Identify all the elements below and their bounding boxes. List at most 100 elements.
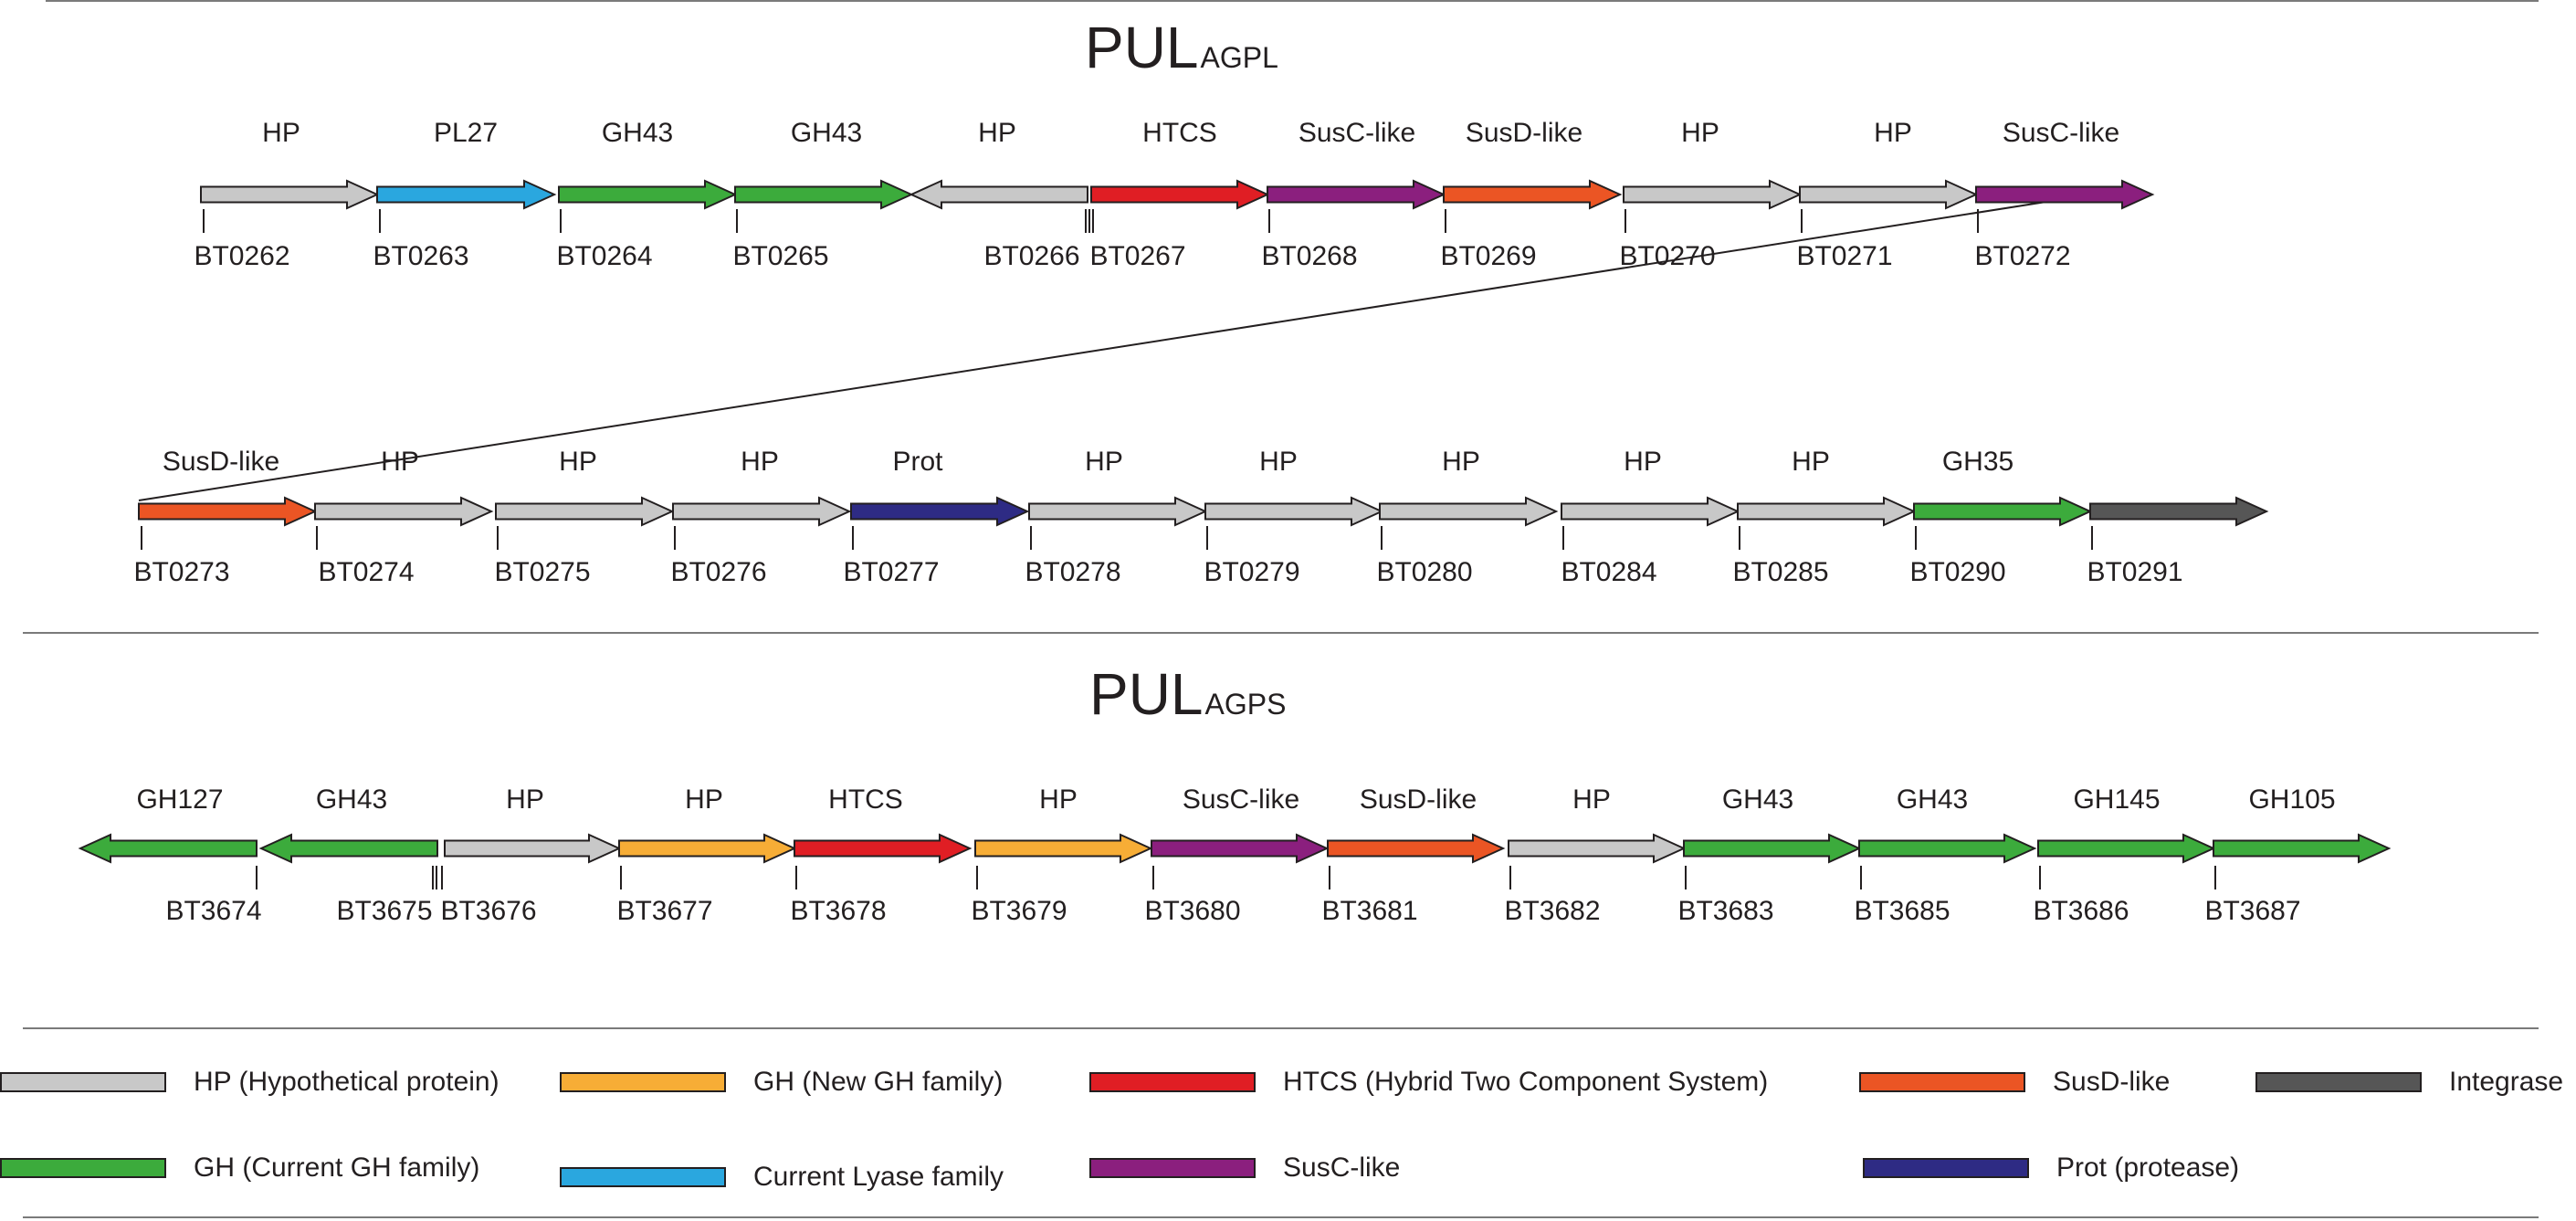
- legend-item-susc: SusC-like: [1089, 1153, 1400, 1184]
- gene-BT3678: HTCS BT3678: [790, 784, 973, 926]
- gene-family-label: SusC-like: [1183, 784, 1299, 815]
- gene-arrow-gh_current: [2037, 833, 2216, 864]
- gene-arrow-htcs: [794, 833, 973, 864]
- gene-arrow-susc: [1151, 833, 1330, 864]
- locus-tag-label: BT0290: [1909, 557, 2005, 587]
- gene-family-label: HP: [1085, 447, 1123, 477]
- gene-family-label: HTCS: [1142, 118, 1217, 148]
- legend-item-hp: HP (Hypothetical protein): [0, 1067, 499, 1098]
- legend-label: HP (Hypothetical protein): [194, 1067, 499, 1097]
- legend-swatch-gh_current: [0, 1158, 166, 1178]
- locus-tag-label: BT3680: [1144, 896, 1240, 926]
- gene-arrow-hp: [1508, 833, 1687, 864]
- locus-tag-label: BT0272: [1974, 241, 2070, 271]
- pul-agpl-row2: SusD-like BT0273 HP BT0274 HP BT0275 HP BT0276 P…: [133, 447, 2269, 587]
- gene-family-label: HTCS: [828, 784, 903, 815]
- gene-BT3676: HP BT3676: [436, 784, 622, 926]
- gene-arrow-hp: [444, 833, 622, 864]
- gene-arrow-hp: [1204, 496, 1384, 527]
- gene-family-label: GH43: [791, 118, 862, 148]
- gene-BT0277: Prot BT0277: [843, 447, 1030, 587]
- gene-BT0272: SusC-like BT0272: [1974, 118, 2155, 271]
- locus-tag-label: BT0267: [1089, 241, 1185, 271]
- gene-family-label: SusD-like: [1466, 118, 1582, 148]
- locus-tag-label: BT0277: [843, 557, 939, 587]
- locus-tag-label: BT0274: [318, 557, 414, 587]
- legend-swatch-susc: [1089, 1158, 1256, 1178]
- locus-tag-label: BT0284: [1561, 557, 1656, 587]
- gene-family-label: SusD-like: [1360, 784, 1477, 815]
- separator-top: [46, 0, 2539, 2]
- locus-tag-label: BT0264: [556, 241, 652, 271]
- gene-arrow-hp: [200, 179, 380, 210]
- locus-tag-label: BT3687: [2204, 896, 2300, 926]
- locus-tag-label: BT0279: [1204, 557, 1299, 587]
- gene-family-label: HP: [1874, 118, 1912, 148]
- gene-family-label: HP: [506, 784, 544, 815]
- gene-BT0271: HP BT0271: [1796, 118, 1979, 271]
- locus-tag-label: BT0276: [670, 557, 766, 587]
- gene-BT0274: HP BT0274: [314, 447, 494, 587]
- pul-agpl-title: PULAGPL: [1085, 18, 1278, 87]
- gene-arrow-hp: [1799, 179, 1979, 210]
- locus-tag-label: BT0270: [1619, 241, 1715, 271]
- gene-BT0270: HP BT0270: [1619, 118, 1803, 271]
- locus-tag-label: BT0269: [1440, 241, 1536, 271]
- gene-family-label: GH43: [1897, 784, 1968, 815]
- locus-tag-label: BT0273: [133, 557, 229, 587]
- legend-item-gh_new: GH (New GH family): [560, 1067, 1003, 1098]
- gene-arrow-hp: [1623, 179, 1803, 210]
- pul-agps-row: GH127 BT3674 GH43 BT3675 HP BT3676 HP BT3677 HTC…: [78, 784, 2392, 926]
- gene-family-label: HP: [1792, 447, 1830, 477]
- gene-arrow-hp: [495, 496, 675, 527]
- legend-item-susd: SusD-like: [1859, 1067, 2170, 1098]
- pul-agpl-title-sub: AGPL: [1200, 41, 1278, 74]
- gene-BT3680: SusC-like BT3680: [1144, 784, 1330, 926]
- gene-BT0276: HP BT0276: [670, 447, 852, 587]
- pul-agps-title-sub: AGPS: [1204, 688, 1287, 721]
- separator-bottom: [23, 1216, 2539, 1218]
- locus-tag-label: BT0268: [1261, 241, 1357, 271]
- gene-BT0275: HP BT0275: [494, 447, 675, 587]
- legend-label: HTCS (Hybrid Two Component System): [1283, 1067, 1769, 1097]
- gene-BT0291: BT0291: [2087, 496, 2269, 587]
- gene-family-label: SusD-like: [163, 447, 279, 477]
- gene-BT3675: GH43 BT3675: [258, 784, 438, 926]
- gene-family-label: HP: [978, 118, 1016, 148]
- pul-agps-title: PULAGPS: [1089, 665, 1286, 733]
- gene-BT3683: GH43 BT3683: [1677, 784, 1862, 926]
- pul-agpl-title-main: PUL: [1085, 15, 1199, 80]
- gene-BT3674: GH127 BT3674: [78, 784, 262, 926]
- gene-arrow-susc: [1975, 179, 2155, 210]
- gene-family-label: GH43: [1722, 784, 1793, 815]
- gene-family-label: HP: [741, 447, 779, 477]
- gene-BT0278: HP BT0278: [1025, 447, 1208, 587]
- gene-family-label: HP: [1039, 784, 1078, 815]
- gene-arrow-hp: [1561, 496, 1740, 527]
- gene-arrow-gh_current: [558, 179, 738, 210]
- locus-tag-label: BT0285: [1732, 557, 1828, 587]
- locus-tag-label: BT3676: [440, 896, 536, 926]
- gene-BT0267: HTCS BT0267: [1089, 118, 1270, 271]
- gene-family-label: HP: [1442, 447, 1480, 477]
- legend-swatch-htcs: [1089, 1072, 1256, 1092]
- legend-swatch-gh_new: [560, 1072, 726, 1092]
- locus-tag-label: BT0262: [194, 241, 289, 271]
- gene-arrow-gh_current: [1913, 496, 2093, 527]
- legend-swatch-susd: [1859, 1072, 2025, 1092]
- gene-arrow-integrase: [2089, 496, 2269, 527]
- gene-family-label: HP: [1681, 118, 1719, 148]
- locus-tag-label: BT0291: [2087, 557, 2182, 587]
- separator-legend: [23, 1027, 2539, 1029]
- gene-family-label: GH43: [602, 118, 673, 148]
- gene-family-label: GH105: [2248, 784, 2335, 815]
- legend-item-gh_current: GH (Current GH family): [0, 1153, 479, 1184]
- gene-arrow-hp: [1379, 496, 1559, 527]
- gene-arrow-gh_current: [2213, 833, 2392, 864]
- gene-family-label: GH145: [2073, 784, 2160, 815]
- gene-BT0264: GH43 BT0264: [556, 118, 738, 271]
- locus-tag-label: BT0263: [373, 241, 468, 271]
- locus-tag-label: BT3681: [1321, 896, 1417, 926]
- gene-BT0269: SusD-like BT0269: [1440, 118, 1623, 271]
- legend-item-lyase: Current Lyase family: [560, 1162, 1004, 1193]
